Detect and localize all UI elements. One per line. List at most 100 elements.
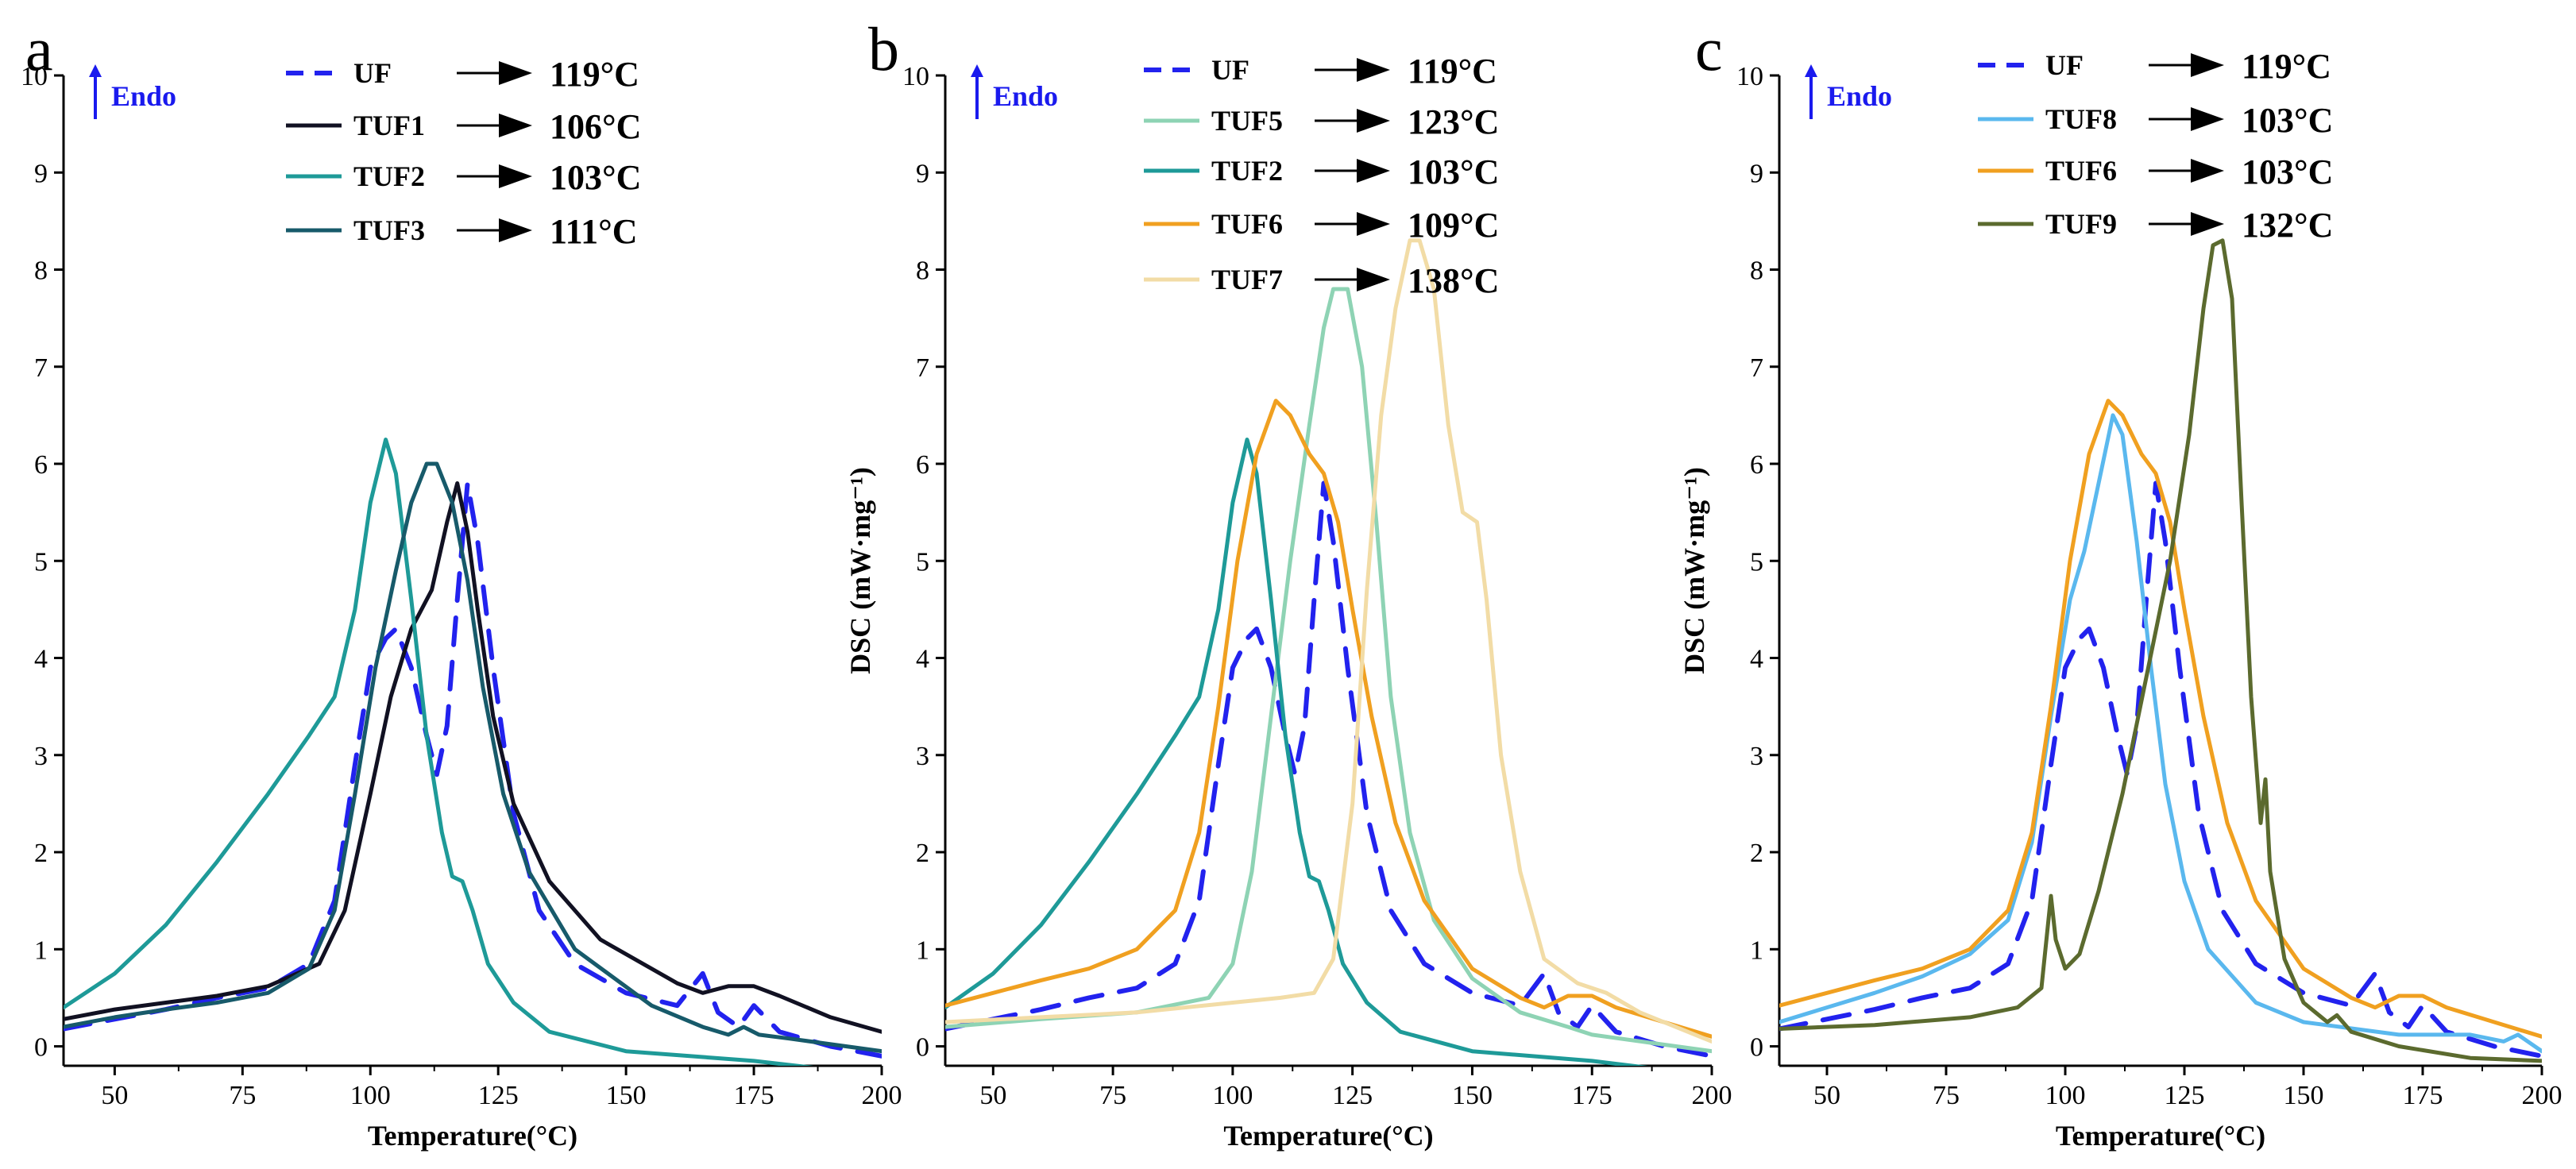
y-tick-label: 9 <box>916 159 929 188</box>
series-line-tuf5 <box>945 287 1712 1054</box>
series-line-tuf2 <box>945 438 1649 1066</box>
y-tick-label: 1 <box>1750 936 1763 965</box>
y-tick-label: 1 <box>916 936 929 965</box>
right-arrow-icon <box>1357 268 1390 291</box>
endo-label: Endo <box>1827 80 1892 112</box>
legend-label: TUF3 <box>353 214 425 246</box>
panel-letter: a <box>25 14 53 83</box>
y-tick-label: 10 <box>21 62 48 91</box>
series-line-tuf2 <box>64 438 814 1066</box>
y-tick-label: 6 <box>1750 450 1763 480</box>
peak-label: 123°C <box>1408 102 1499 141</box>
right-arrow-icon <box>2191 159 2224 183</box>
y-tick-label: 8 <box>1750 257 1763 286</box>
x-tick-label: 75 <box>1933 1081 1960 1110</box>
right-arrow-icon <box>499 218 532 242</box>
legend-label: UF <box>1211 54 1249 86</box>
right-arrow-icon <box>1357 212 1390 236</box>
y-tick-label: 10 <box>1736 62 1763 91</box>
y-tick-label: 6 <box>34 450 48 480</box>
x-tick-label: 150 <box>2284 1081 2324 1110</box>
y-tick-label: 7 <box>34 353 48 383</box>
legend-label: TUF5 <box>1211 105 1283 137</box>
peak-label: 119°C <box>550 55 639 94</box>
y-axis-label: DSC (mW·mg⁻¹) <box>844 467 876 674</box>
y-tick-label: 0 <box>1750 1033 1763 1063</box>
x-tick-label: 100 <box>1212 1081 1253 1110</box>
y-tick-label: 5 <box>916 547 929 577</box>
x-tick-label: 200 <box>1692 1081 1732 1110</box>
y-tick-label: 6 <box>916 450 929 480</box>
y-tick-label: 3 <box>34 742 48 771</box>
legend-label: UF <box>353 57 392 89</box>
y-tick-label: 3 <box>1750 742 1763 771</box>
legend-label: TUF2 <box>1211 155 1283 187</box>
x-axis-label: Temperature(°C) <box>368 1120 577 1152</box>
chart-panel-a: a 50 75 100 125 150 175 200 0 1 2 3 4 5 6 7 8 9 10 Temperat… <box>21 14 902 1152</box>
x-tick-label: 50 <box>101 1081 128 1110</box>
right-arrow-icon <box>1357 159 1390 183</box>
series-line-tuf9 <box>1779 238 2542 1063</box>
series-line-tuf6 <box>945 399 1712 1039</box>
y-tick-label: 5 <box>34 547 48 577</box>
legend-label: TUF1 <box>353 110 425 141</box>
peak-label: 111°C <box>550 212 638 251</box>
x-tick-label: 175 <box>1572 1081 1612 1110</box>
y-tick-label: 5 <box>1750 547 1763 577</box>
y-tick-label: 2 <box>34 839 48 868</box>
series-line-tuf7 <box>945 238 1712 1044</box>
series-line-tuf3 <box>64 461 882 1054</box>
x-tick-label: 75 <box>229 1081 256 1110</box>
series-line-uf <box>945 480 1712 1059</box>
peak-label: 103°C <box>2242 152 2333 191</box>
y-tick-label: 9 <box>1750 159 1763 188</box>
right-arrow-icon <box>2191 107 2224 131</box>
legend-label: TUF6 <box>1211 208 1283 240</box>
y-tick-label: 8 <box>916 257 929 286</box>
right-arrow-icon <box>499 164 532 188</box>
right-arrow-icon <box>499 61 532 85</box>
x-tick-label: 150 <box>1452 1081 1493 1110</box>
right-arrow-icon <box>1357 109 1390 133</box>
peak-label: 132°C <box>2242 206 2333 245</box>
x-tick-label: 175 <box>2403 1081 2443 1110</box>
y-axis-label: DSC (mW·mg⁻¹) <box>1678 467 1710 674</box>
endo-label: Endo <box>111 80 176 112</box>
peak-label: 119°C <box>1408 52 1497 91</box>
y-tick-label: 2 <box>1750 839 1763 868</box>
panel-letter: c <box>1695 14 1723 83</box>
peak-label: 103°C <box>550 158 641 197</box>
x-tick-label: 200 <box>2522 1081 2562 1110</box>
legend-label: TUF8 <box>2045 103 2117 135</box>
series-line-uf <box>64 480 882 1059</box>
y-tick-label: 7 <box>1750 353 1763 383</box>
series-line-uf <box>1779 480 2542 1059</box>
endo-arrow-icon <box>89 64 102 77</box>
legend-label: TUF6 <box>2045 155 2117 187</box>
legend-label: TUF7 <box>1211 264 1283 295</box>
legend-label: TUF2 <box>353 160 425 192</box>
y-tick-label: 0 <box>34 1033 48 1063</box>
peak-label: 119°C <box>2242 47 2331 86</box>
y-tick-label: 4 <box>1750 645 1763 674</box>
y-tick-label: 4 <box>916 645 929 674</box>
y-tick-label: 9 <box>34 159 48 188</box>
y-tick-label: 10 <box>902 62 929 91</box>
y-tick-label: 8 <box>34 257 48 286</box>
legend-label: TUF9 <box>2045 208 2117 240</box>
right-arrow-icon <box>2191 212 2224 236</box>
y-tick-label: 1 <box>34 936 48 965</box>
x-tick-label: 100 <box>2045 1081 2086 1110</box>
chart-panel-b: b 50 75 100 125 150 175 200 0 1 2 3 4 5 6 7 8 9 10 Temperat… <box>844 14 1732 1152</box>
x-tick-label: 125 <box>478 1081 519 1110</box>
series-line-tuf8 <box>1779 413 2542 1054</box>
peak-label: 138°C <box>1408 261 1499 300</box>
peak-label: 103°C <box>2242 101 2333 140</box>
endo-arrow-icon <box>971 64 983 77</box>
x-tick-label: 50 <box>1813 1081 1840 1110</box>
y-tick-label: 2 <box>916 839 929 868</box>
x-axis-label: Temperature(°C) <box>1223 1120 1433 1152</box>
x-axis-label: Temperature(°C) <box>2056 1120 2265 1152</box>
chart-panel-c: c 50 75 100 125 150 175 200 0 1 2 3 4 5 6 7 8 9 10 Temperat… <box>1678 14 2562 1152</box>
